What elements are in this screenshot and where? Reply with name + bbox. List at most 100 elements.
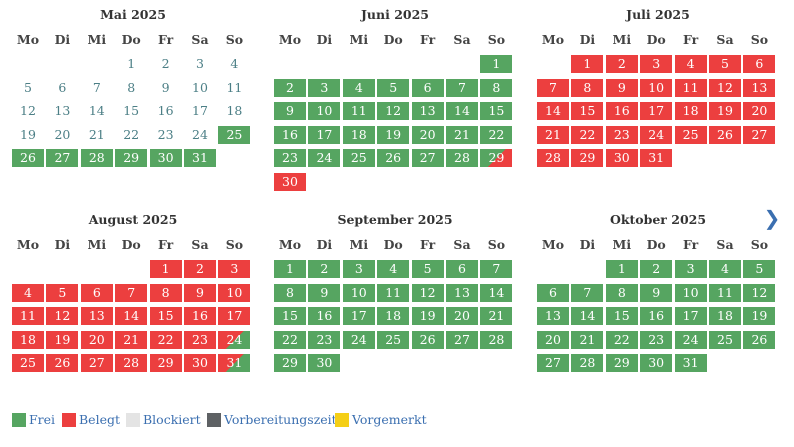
day-cell[interactable]: 8 bbox=[127, 79, 136, 95]
day-cell[interactable]: 15 bbox=[149, 307, 182, 326]
day-cell[interactable]: 15 bbox=[480, 102, 513, 121]
day-cell[interactable]: 24 bbox=[640, 125, 673, 144]
day-cell[interactable]: 28 bbox=[80, 149, 113, 168]
day-cell[interactable]: 28 bbox=[446, 149, 478, 168]
day-cell[interactable]: 1 bbox=[274, 260, 306, 278]
day-cell[interactable]: 11 bbox=[12, 307, 44, 326]
day-cell[interactable]: 7 bbox=[115, 283, 148, 302]
day-cell[interactable]: 30 bbox=[605, 149, 638, 168]
day-cell[interactable]: 15 bbox=[274, 307, 306, 326]
day-cell[interactable]: 15 bbox=[123, 103, 140, 119]
day-cell[interactable]: 30 bbox=[149, 149, 182, 168]
day-cell[interactable]: 4 bbox=[709, 260, 741, 278]
day-cell[interactable]: 25 bbox=[342, 149, 375, 168]
day-cell[interactable]: 14 bbox=[537, 102, 569, 121]
day-cell[interactable]: 23 bbox=[308, 330, 341, 349]
day-cell[interactable]: 21 bbox=[571, 330, 604, 349]
day-cell[interactable]: 10 bbox=[342, 283, 375, 302]
day-cell[interactable]: 7 bbox=[537, 78, 569, 97]
day-cell[interactable]: 16 bbox=[605, 102, 638, 121]
day-cell[interactable]: 23 bbox=[640, 330, 673, 349]
day-cell[interactable]: 3 bbox=[218, 260, 251, 278]
day-cell[interactable]: 28 bbox=[480, 330, 513, 349]
day-cell[interactable]: 20 bbox=[54, 126, 71, 142]
day-cell[interactable]: 22 bbox=[605, 330, 638, 349]
day-cell[interactable]: 1 bbox=[149, 260, 182, 278]
day-cell[interactable]: 3 bbox=[674, 260, 707, 278]
day-cell[interactable]: 29 bbox=[115, 149, 148, 168]
day-cell[interactable]: 18 bbox=[674, 102, 707, 121]
day-cell[interactable]: 11 bbox=[674, 78, 707, 97]
day-cell[interactable]: 8 bbox=[480, 78, 513, 97]
day-cell[interactable]: 18 bbox=[377, 307, 410, 326]
day-cell[interactable]: 18 bbox=[709, 307, 741, 326]
day-cell[interactable]: 29 bbox=[149, 354, 182, 373]
day-cell[interactable]: 14 bbox=[115, 307, 148, 326]
day-cell[interactable]: 17 bbox=[218, 307, 251, 326]
day-cell[interactable]: 13 bbox=[411, 102, 444, 121]
day-cell[interactable]: 24 bbox=[674, 330, 707, 349]
day-cell[interactable]: 21 bbox=[88, 126, 105, 142]
day-cell[interactable]: 6 bbox=[743, 55, 776, 73]
day-cell[interactable]: 7 bbox=[92, 79, 101, 95]
day-cell[interactable]: 11 bbox=[342, 102, 375, 121]
day-cell[interactable]: 19 bbox=[743, 307, 776, 326]
day-cell[interactable]: 26 bbox=[377, 149, 410, 168]
day-cell[interactable]: 27 bbox=[411, 149, 444, 168]
day-cell[interactable]: 4 bbox=[12, 283, 44, 302]
day-cell[interactable]: 17 bbox=[192, 103, 208, 119]
day-cell[interactable]: 8 bbox=[149, 283, 182, 302]
day-cell[interactable]: 27 bbox=[46, 149, 79, 168]
day-cell[interactable]: 10 bbox=[308, 102, 341, 121]
day-cell[interactable]: 17 bbox=[640, 102, 673, 121]
day-cell[interactable]: 23 bbox=[274, 149, 306, 168]
day-cell[interactable]: 5 bbox=[46, 283, 79, 302]
day-cell[interactable]: 30 bbox=[640, 354, 673, 373]
day-cell[interactable]: 19 bbox=[46, 330, 79, 349]
day-cell[interactable]: 9 bbox=[640, 283, 673, 302]
day-cell[interactable]: 2 bbox=[640, 260, 673, 278]
day-cell[interactable]: 9 bbox=[308, 283, 341, 302]
day-cell[interactable]: 26 bbox=[411, 330, 444, 349]
day-cell[interactable]: 3 bbox=[640, 55, 673, 73]
day-cell[interactable]: 28 bbox=[571, 354, 604, 373]
day-cell[interactable]: 6 bbox=[58, 79, 67, 95]
day-cell[interactable]: 4 bbox=[342, 78, 375, 97]
day-cell[interactable]: 11 bbox=[377, 283, 410, 302]
day-cell[interactable]: 12 bbox=[20, 103, 36, 119]
day-cell[interactable]: 11 bbox=[709, 283, 741, 302]
day-cell[interactable]: 4 bbox=[230, 56, 239, 71]
day-cell[interactable]: 11 bbox=[226, 79, 243, 95]
day-cell[interactable]: 14 bbox=[571, 307, 604, 326]
day-cell[interactable]: 30 bbox=[274, 173, 306, 191]
day-cell[interactable]: 10 bbox=[218, 283, 251, 302]
day-cell[interactable]: 22 bbox=[123, 126, 140, 142]
day-cell[interactable]: 5 bbox=[377, 78, 410, 97]
day-cell[interactable]: 27 bbox=[537, 354, 569, 373]
day-cell[interactable]: 17 bbox=[308, 125, 341, 144]
day-cell[interactable]: 5 bbox=[411, 260, 444, 278]
day-cell[interactable]: 14 bbox=[88, 103, 105, 119]
day-cell[interactable]: 26 bbox=[12, 149, 44, 168]
day-cell[interactable]: 17 bbox=[674, 307, 707, 326]
day-cell[interactable]: 20 bbox=[537, 330, 569, 349]
day-cell[interactable]: 23 bbox=[605, 125, 638, 144]
day-cell[interactable]: 19 bbox=[411, 307, 444, 326]
day-cell[interactable]: 25 bbox=[674, 125, 707, 144]
day-cell[interactable]: 9 bbox=[605, 78, 638, 97]
day-cell[interactable]: 20 bbox=[411, 125, 444, 144]
day-cell[interactable]: 24 bbox=[342, 330, 375, 349]
day-cell[interactable]: 22 bbox=[274, 330, 306, 349]
day-cell[interactable]: 14 bbox=[446, 102, 478, 121]
day-cell[interactable]: 24 bbox=[308, 149, 341, 168]
day-cell[interactable]: 20 bbox=[80, 330, 113, 349]
day-cell[interactable]: 23 bbox=[157, 126, 174, 142]
day-cell[interactable]: 12 bbox=[46, 307, 79, 326]
day-cell[interactable]: 29 bbox=[605, 354, 638, 373]
day-cell[interactable]: 6 bbox=[446, 260, 478, 278]
day-cell[interactable]: 16 bbox=[640, 307, 673, 326]
day-cell[interactable]: 2 bbox=[184, 260, 216, 278]
day-cell[interactable]: 1 bbox=[571, 55, 604, 73]
day-cell[interactable]: 31 bbox=[640, 149, 673, 168]
day-cell[interactable]: 1 bbox=[127, 56, 136, 71]
